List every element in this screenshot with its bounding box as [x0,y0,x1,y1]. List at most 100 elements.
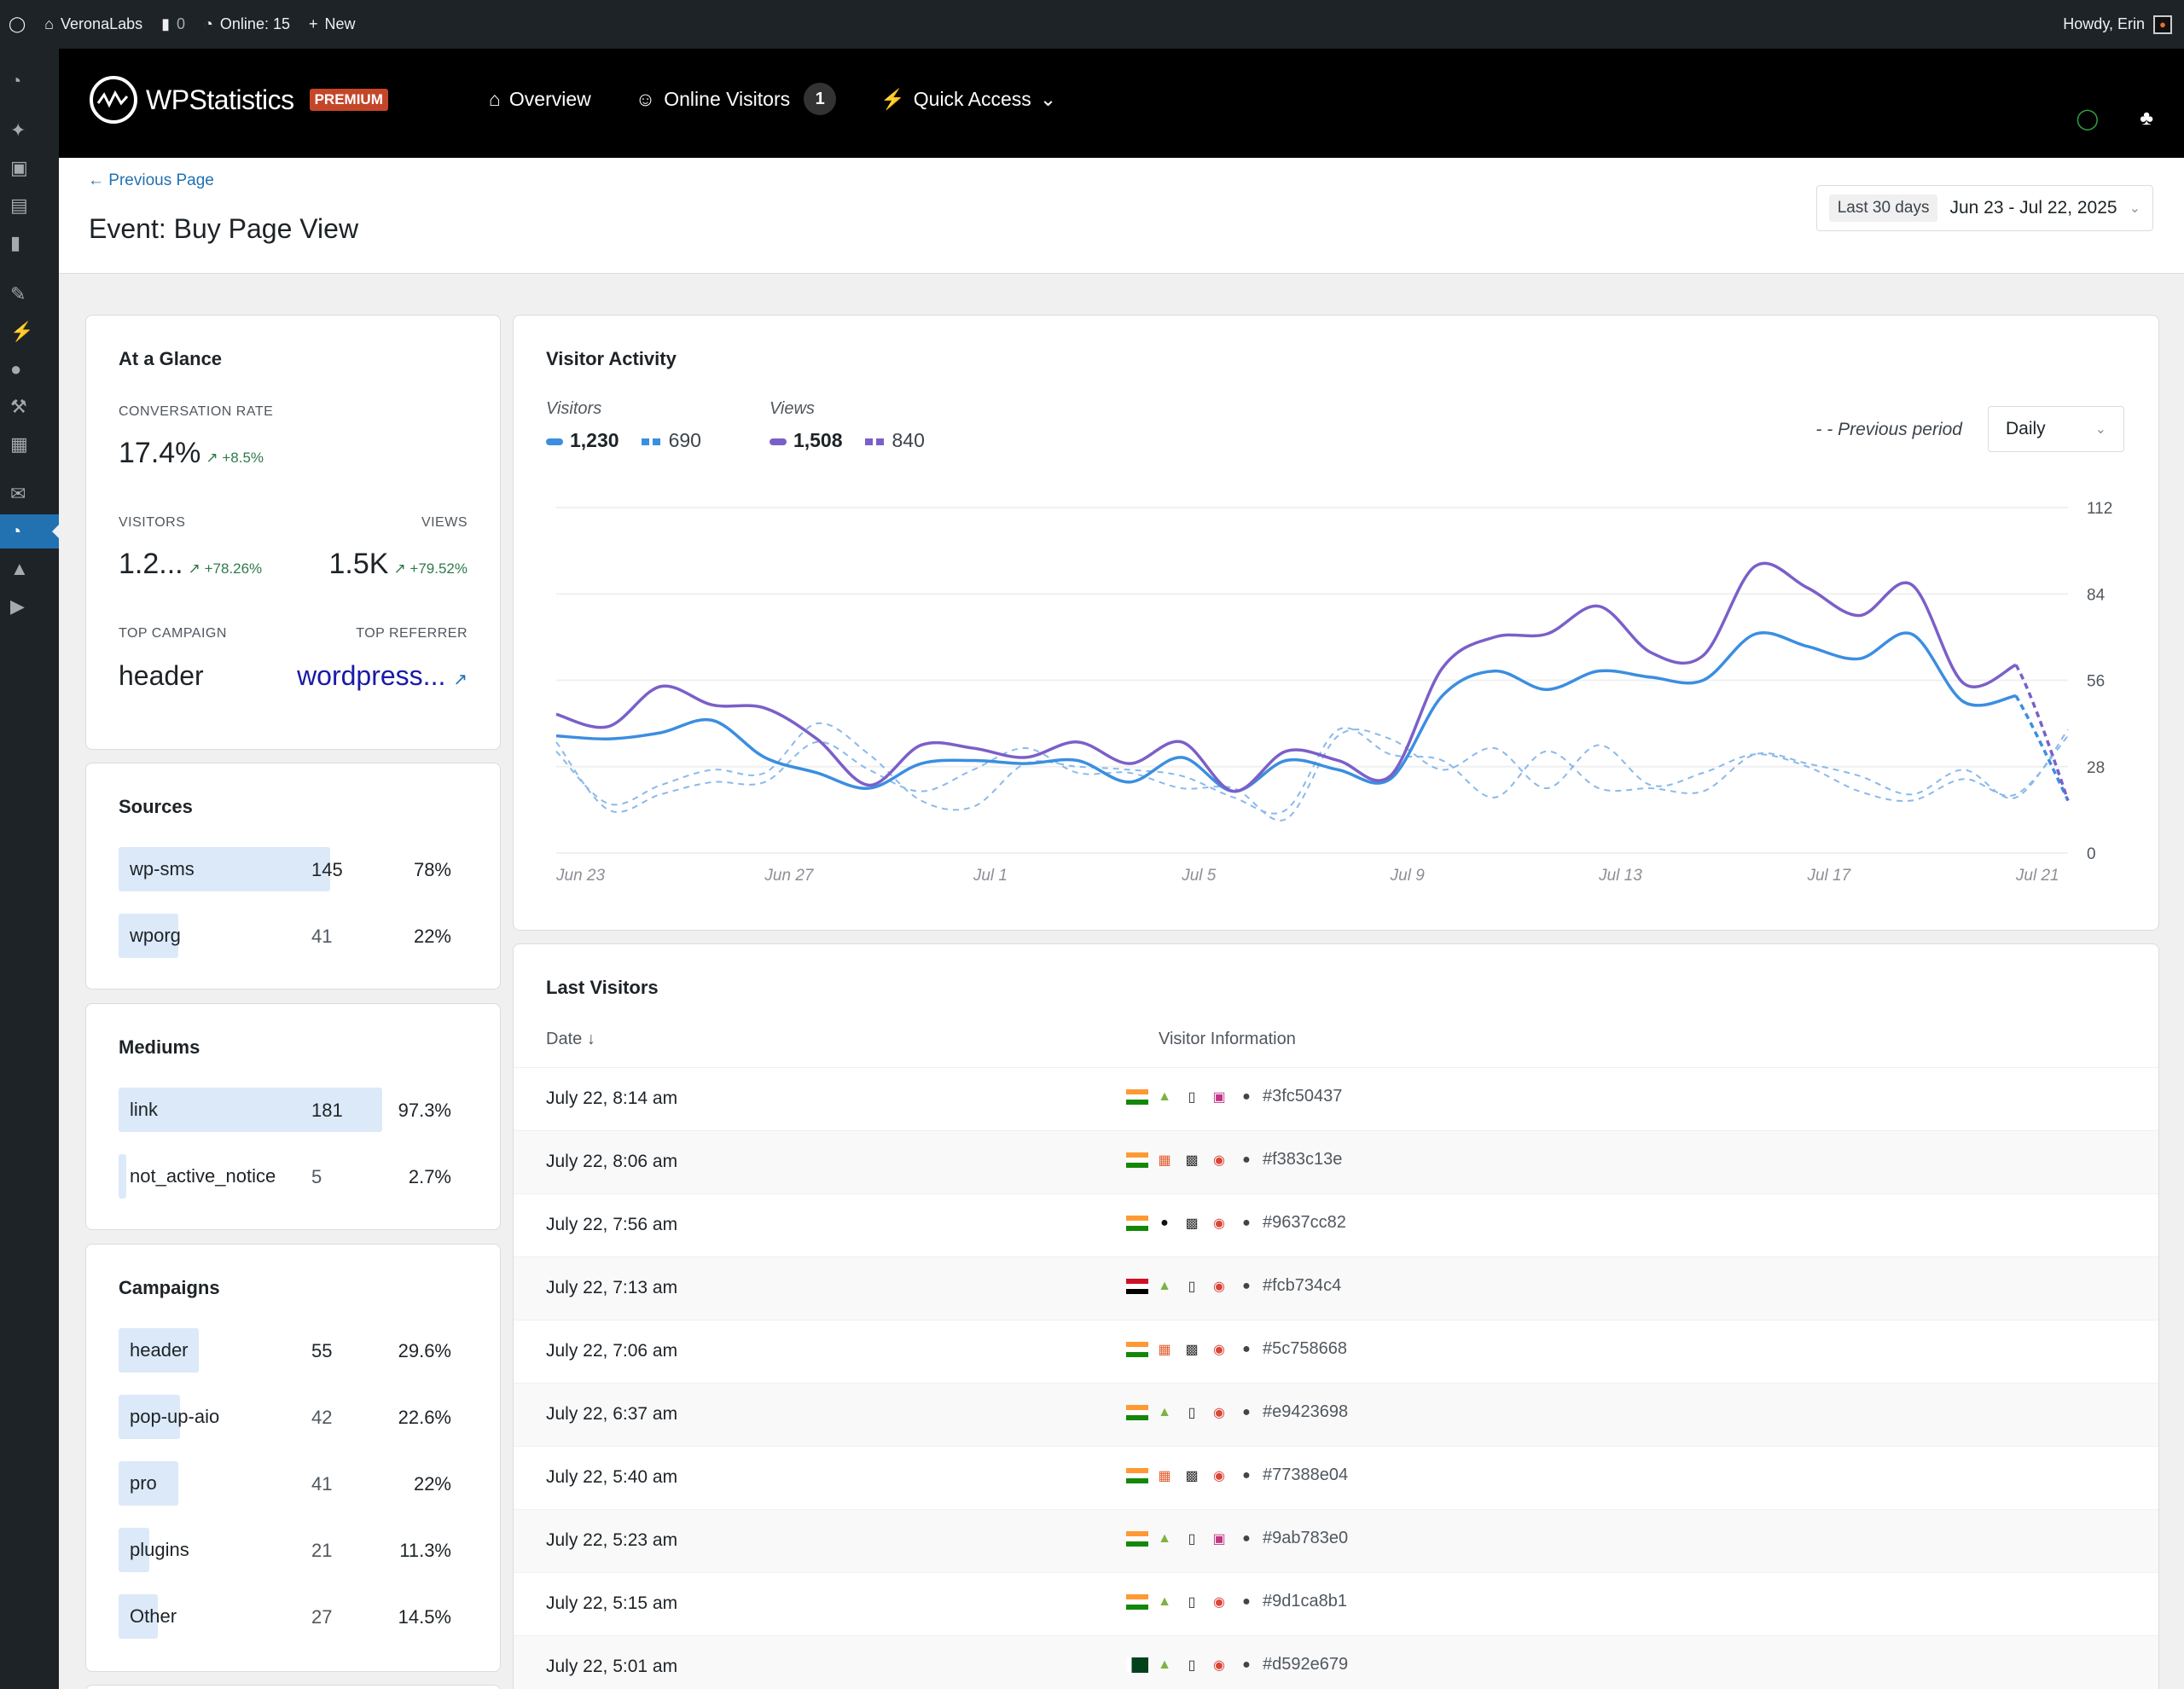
page-header: ← Previous Page Event: Buy Page View Las… [59,158,2184,274]
chevron-down-icon: ⌄ [1039,87,1057,110]
comment-icon: ▮ [161,15,171,32]
list-item[interactable]: wporg 41 22% [119,914,451,958]
table-row[interactable]: July 22, 8:06 am ▦ ▩ ◉ ● #f383c13e [514,1130,2158,1193]
previous-period-legend[interactable]: - - Previous period [1815,420,1962,439]
item-name: plugins [130,1539,189,1560]
date-range-picker[interactable]: Last 30 days Jun 23 - Jul 22, 2025 ⌄ [1815,185,2153,231]
desktop-icon: ▩ [1185,1468,1199,1483]
logo[interactable]: WPStatistics PREMIUM [90,76,388,124]
table-row[interactable]: July 22, 7:13 am ▲ ▯ ◉ ● #fcb734c4 [514,1257,2158,1320]
series-line-previous [555,728,2069,821]
visitor-info: ▲ ▯ ▣ ● #9ab783e0 [1126,1529,1348,1548]
appearance-icon[interactable]: ✎ [10,283,26,305]
legend-views-previous[interactable]: 840 [864,429,925,452]
page-title: Event: Buy Page View [89,213,359,244]
comments-link[interactable]: ▮ 0 [161,15,186,32]
table-row[interactable]: July 22, 5:23 am ▲ ▯ ▣ ● #9ab783e0 [514,1509,2158,1572]
visit-date: July 22, 8:14 am [546,1088,678,1108]
nav-online-visitors[interactable]: ☺ Online Visitors 1 [635,83,837,115]
change-badge: ↗ +8.5% [206,450,264,466]
nav-quick-access[interactable]: ⚡ Quick Access ⌄ [880,87,1057,110]
pages-icon[interactable]: ▤ [10,194,28,216]
visitor-info: ▦ ▩ ◉ ● #f383c13e [1126,1150,1342,1170]
visit-date: July 22, 5:01 am [546,1657,678,1676]
play-icon[interactable]: ▶ [10,595,25,617]
users-icon[interactable]: ● [10,358,22,380]
visitor-id[interactable]: #d592e679 [1263,1655,1349,1674]
media-icon[interactable]: ▣ [10,157,28,178]
x-tick-label: Jul 13 [1598,867,1642,885]
x-tick-label: Jul 9 [1390,867,1426,885]
visitor-id[interactable]: #e9423698 [1263,1402,1349,1421]
nav-overview[interactable]: ⌂ Overview [489,87,591,110]
account-menu[interactable]: Howdy, Erin ● [2063,15,2172,34]
series-line-visitors [555,631,2017,793]
flag-pk-icon [1126,1657,1148,1673]
visitor-id[interactable]: #5c758668 [1263,1339,1347,1358]
table-row[interactable]: July 22, 8:14 am ▲ ▯ ▣ ● #3fc50437 [514,1067,2158,1130]
share-bar [119,1088,383,1132]
shield-icon[interactable]: ◯ [2076,107,2100,131]
settings-icon[interactable]: ▦ [10,433,28,455]
visitor-id[interactable]: #f383c13e [1263,1150,1343,1169]
visitor-id[interactable]: #9d1ca8b1 [1263,1592,1347,1611]
list-item[interactable]: header 55 29.6% [119,1328,451,1373]
visitor-id[interactable]: #fcb734c4 [1263,1276,1342,1295]
column-date[interactable]: Date ↓ [546,1030,595,1048]
users-icon: ☺ [635,87,656,110]
list-item[interactable]: Other 27 14.5% [119,1594,451,1639]
table-row[interactable]: July 22, 5:40 am ▦ ▩ ◉ ● #77388e04 [514,1446,2158,1509]
previous-page-link[interactable]: ← Previous Page [88,171,214,189]
item-count: 55 [311,1340,333,1361]
top-referrer-link[interactable]: wordpress... ↗ [297,660,468,691]
statistics-icon[interactable]: ◔ [0,514,59,548]
column-visitor-info: Visitor Information [1159,1030,1296,1048]
list-item[interactable]: pro 41 22% [119,1461,451,1506]
incognito-icon: ● [1242,1530,1251,1546]
android-icon: ▲ [1158,1404,1171,1419]
series-line-partial [2014,694,2070,802]
online-link[interactable]: ◔ Online: 15 [204,15,290,32]
wordpress-logo-icon[interactable]: ◯ [9,15,26,32]
chart-icon[interactable]: ▲ [10,558,29,579]
desktop-icon: ▩ [1185,1342,1199,1357]
list-item[interactable]: wp-sms 145 78% [119,847,451,891]
flag-in-icon [1126,1215,1148,1231]
list-item[interactable]: not_active_notice 5 2.7% [119,1154,451,1199]
visitor-id[interactable]: #77388e04 [1263,1466,1349,1484]
list-item[interactable]: link 181 97.3% [119,1088,451,1132]
bell-icon[interactable]: ♣ [2140,107,2153,130]
tools-icon[interactable]: ⚒ [10,396,27,417]
table-row[interactable]: July 22, 5:01 am ▲ ▯ ◉ ● #d592e679 [514,1635,2158,1689]
legend-visitors-current[interactable]: 1,230 [546,429,619,452]
interval-select[interactable]: Daily ⌄ [1988,406,2124,452]
site-link[interactable]: ⌂ VeronaLabs [44,15,143,32]
table-row[interactable]: July 22, 7:56 am ● ▩ ◉ ● #9637cc82 [514,1193,2158,1257]
new-link[interactable]: + New [308,15,356,32]
table-row[interactable]: July 22, 6:37 am ▲ ▯ ◉ ● #e9423698 [514,1383,2158,1446]
plugins-icon[interactable]: ⚡ [10,321,34,342]
legend-views-current[interactable]: 1,508 [769,429,843,452]
y-tick-label: 112 [2087,500,2112,518]
visit-date: July 22, 7:56 am [546,1215,678,1234]
item-count: 42 [311,1407,333,1428]
list-item[interactable]: pop-up-aio 42 22.6% [119,1395,451,1439]
mobile-icon: ▯ [1188,1594,1196,1610]
legend-visitors-previous[interactable]: 690 [641,429,701,452]
mail-icon[interactable]: ✉ [10,483,26,504]
table-row[interactable]: July 22, 5:15 am ▲ ▯ ◉ ● #9d1ca8b1 [514,1572,2158,1635]
dashboard-icon[interactable]: ◔ [10,70,22,91]
admin-sidebar: ◔ ✦ ▣ ▤ ▮ ✎ ⚡ ● ⚒ ▦ ✉ ◔ ▲ ▶ [0,49,59,1689]
list-item[interactable]: plugins 21 11.3% [119,1528,451,1572]
comments-icon[interactable]: ▮ [10,232,21,253]
table-row[interactable]: July 22, 7:06 am ▦ ▩ ◉ ● #5c758668 [514,1320,2158,1383]
item-count: 21 [311,1540,333,1561]
top-referrer-label: TOP REFERRER [356,626,468,641]
visitor-id[interactable]: #3fc50437 [1263,1087,1343,1106]
pin-icon[interactable]: ✦ [10,119,26,141]
visitor-id[interactable]: #9637cc82 [1263,1213,1346,1232]
last-visitors-card: Last Visitors Date ↓ Visitor Information… [513,943,2159,1689]
visitor-info: ● ▩ ◉ ● #9637cc82 [1126,1213,1346,1233]
item-name: link [130,1099,159,1120]
visitor-id[interactable]: #9ab783e0 [1263,1529,1349,1547]
